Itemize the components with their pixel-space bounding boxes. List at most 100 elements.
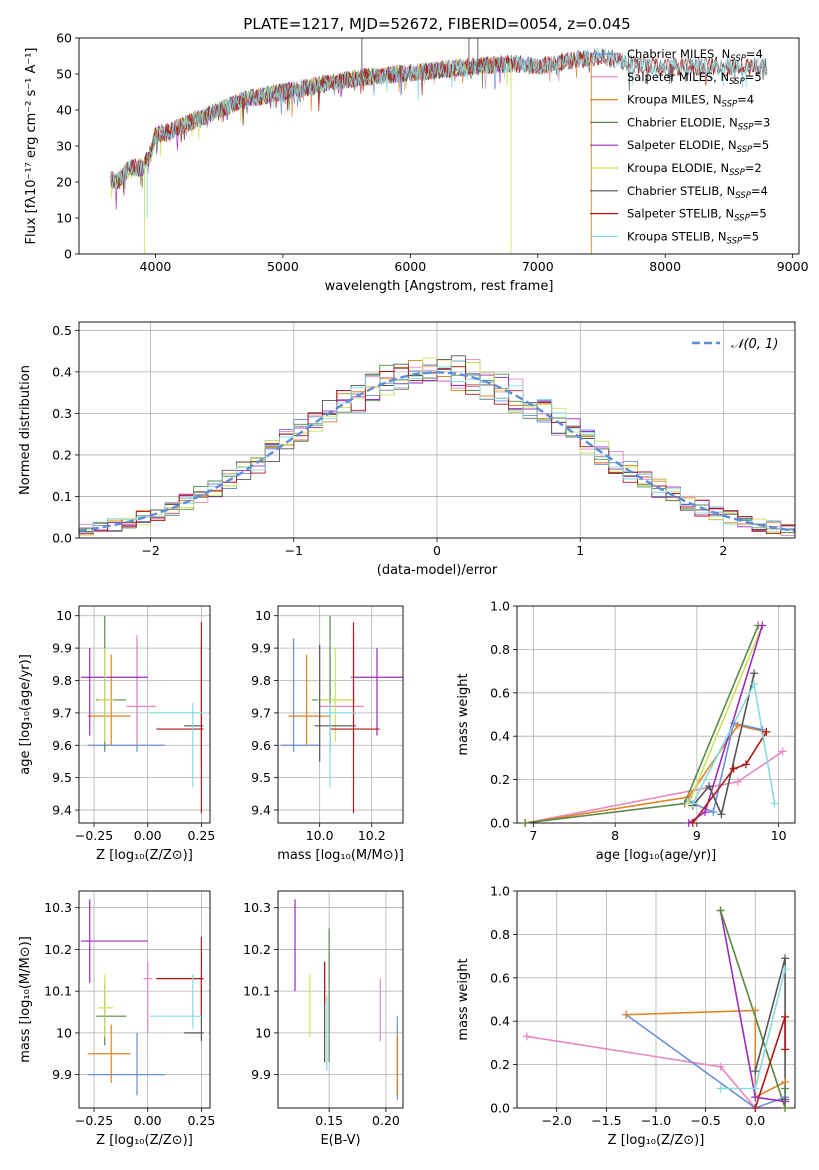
- weight-marker: [688, 819, 697, 827]
- weight-marker: [758, 725, 767, 734]
- weight-marker: [758, 621, 767, 630]
- legend-sub: SSP: [729, 77, 745, 87]
- axes-weight_age: 7 8 9 10 0.0 0.2 0.4 0.6 0.8 1.0 age [log₁₀(age/yr…: [456, 599, 796, 863]
- legend-entry: Salpeter STELIB, NSSP=5: [627, 207, 767, 224]
- weight-marker: [717, 810, 726, 819]
- weight-marker: [522, 1032, 531, 1041]
- axes-frame: [78, 890, 211, 1109]
- y-tick-label: 0.8: [490, 927, 510, 942]
- weight-marker: [705, 782, 714, 791]
- y-tick-label: 9.8: [52, 673, 72, 688]
- weight-marker: [751, 1093, 760, 1102]
- x-tick-label: −2.0: [542, 1113, 572, 1128]
- y-tick-label: 1.0: [490, 884, 510, 899]
- y-tick-label: 10.1: [44, 984, 72, 999]
- legend-entry: Kroupa STELIB, NSSP=5: [627, 229, 759, 246]
- weight-line: [526, 1035, 786, 1108]
- axes-frame: [516, 605, 796, 824]
- legend-text: Kroupa STELIB, N: [627, 229, 727, 243]
- x-tick-label: 0.25: [187, 1113, 215, 1128]
- x-axis-label: (data-model)/error: [377, 563, 498, 578]
- weight-line: [687, 625, 764, 804]
- legend-text: Kroupa MILES, N: [627, 93, 722, 107]
- x-tick-label: 9: [693, 828, 701, 843]
- x-tick-label: −2: [141, 543, 159, 558]
- y-tick-label: 10: [56, 211, 72, 226]
- x-tick-label: 10: [771, 828, 787, 843]
- weight-marker: [733, 721, 742, 730]
- axes-frame: [277, 605, 404, 824]
- weight-marker: [729, 764, 738, 773]
- x-tick-label: 1: [576, 543, 584, 558]
- weight-marker: [622, 1010, 631, 1019]
- y-axis-label: Flux [fλ10⁻¹⁷ erg cm⁻² s⁻¹ A⁻¹]: [24, 48, 39, 245]
- y-axis-label: mass weight: [456, 673, 471, 755]
- x-tick-label: 4000: [140, 259, 172, 274]
- plot-area-mass_ebv: [278, 891, 403, 1108]
- legend-text: Salpeter MILES, N: [627, 70, 729, 84]
- y-tick-label: 20: [56, 175, 72, 190]
- y-axis-label: mass weight: [456, 958, 471, 1040]
- legend-suffix: =4: [737, 93, 754, 107]
- y-tick-label: 0.2: [490, 1057, 510, 1072]
- x-tick-label: −1: [285, 543, 303, 558]
- x-tick-label: −0.5: [690, 1113, 720, 1128]
- axes-frame: [78, 605, 211, 824]
- legend-entry: Kroupa MILES, NSSP=4: [627, 93, 754, 110]
- legend-text: Chabrier ELODIE, N: [627, 115, 738, 129]
- y-tick-label: 0.4: [490, 1014, 510, 1029]
- y-tick-label: 9.7: [251, 705, 271, 720]
- legend-entry: Chabrier STELIB, NSSP=4: [627, 184, 768, 201]
- axes-age_Z: −0.25 0.00 0.25 9.4 9.5 9.6 9.7 9.8 9.9 10 Z [log₁…: [18, 605, 215, 863]
- weight-marker: [716, 1062, 725, 1071]
- y-tick-label: 9.5: [251, 770, 271, 785]
- x-tick-label: −1.0: [641, 1113, 671, 1128]
- legend-entry: Chabrier MILES, NSSP=4: [627, 47, 763, 64]
- weight-marker: [733, 777, 742, 786]
- y-tick-label: 10.1: [243, 984, 271, 999]
- y-tick-label: 0.0: [490, 1101, 510, 1116]
- y-tick-label: 10.3: [243, 900, 271, 915]
- x-axis-label: age [log₁₀(age/yr)]: [596, 848, 717, 863]
- legend-text: Chabrier STELIB, N: [627, 184, 735, 198]
- legend-sub: SSP: [735, 191, 751, 201]
- weight-marker: [781, 1104, 790, 1112]
- x-tick-label: 8000: [649, 259, 681, 274]
- legend-suffix: =5: [742, 229, 759, 243]
- axes-mass_ebv: 0.15 0.20 9.9 10 10.1 10.2 10.3 E(B-V): [243, 890, 404, 1148]
- y-tick-label: 10: [56, 1025, 72, 1040]
- y-tick-label: 0.6: [490, 970, 510, 985]
- x-tick-label: −0.25: [75, 828, 113, 843]
- y-tick-label: 0.4: [490, 729, 510, 744]
- x-tick-label: 0.0: [745, 1113, 765, 1128]
- weight-marker: [778, 747, 787, 756]
- weight-marker: [781, 1095, 790, 1104]
- weight-line: [692, 731, 768, 823]
- legend-suffix: =4: [751, 184, 768, 198]
- weight-marker: [729, 719, 738, 728]
- x-axis-label: mass [log₁₀(M/M⊙)]: [277, 848, 404, 863]
- x-tick-label: 0.25: [187, 828, 215, 843]
- legend-suffix: =3: [753, 115, 770, 129]
- weight-marker: [716, 906, 725, 915]
- legend-text: Salpeter ELODIE, N: [627, 138, 737, 152]
- y-tick-label: 9.5: [52, 770, 72, 785]
- x-tick-label: 5000: [267, 259, 299, 274]
- weight-line: [692, 673, 755, 817]
- x-tick-label: −1.5: [591, 1113, 621, 1128]
- weight-marker: [741, 760, 750, 769]
- axes-frame: [78, 37, 800, 255]
- y-tick-label: 0.0: [52, 531, 72, 546]
- x-tick-label: 7: [529, 828, 537, 843]
- x-tick-label: 9000: [777, 259, 809, 274]
- y-tick-label: 9.7: [52, 705, 72, 720]
- legend-text: Chabrier MILES, N: [627, 47, 730, 61]
- legend-entry: 𝒩(0, 1): [731, 337, 778, 352]
- legend-entry: Salpeter ELODIE, NSSP=5: [627, 138, 769, 155]
- weight-line: [626, 1009, 786, 1099]
- axes-weight_Z: −2.0 −1.5 −1.0 −0.5 0.0 0.0 0.2 0.4 0.6 0.8 1.0 Z […: [456, 884, 796, 1148]
- weight-marker: [751, 1067, 760, 1076]
- y-tick-label: 9.9: [52, 1067, 72, 1082]
- weight-marker: [781, 1045, 790, 1054]
